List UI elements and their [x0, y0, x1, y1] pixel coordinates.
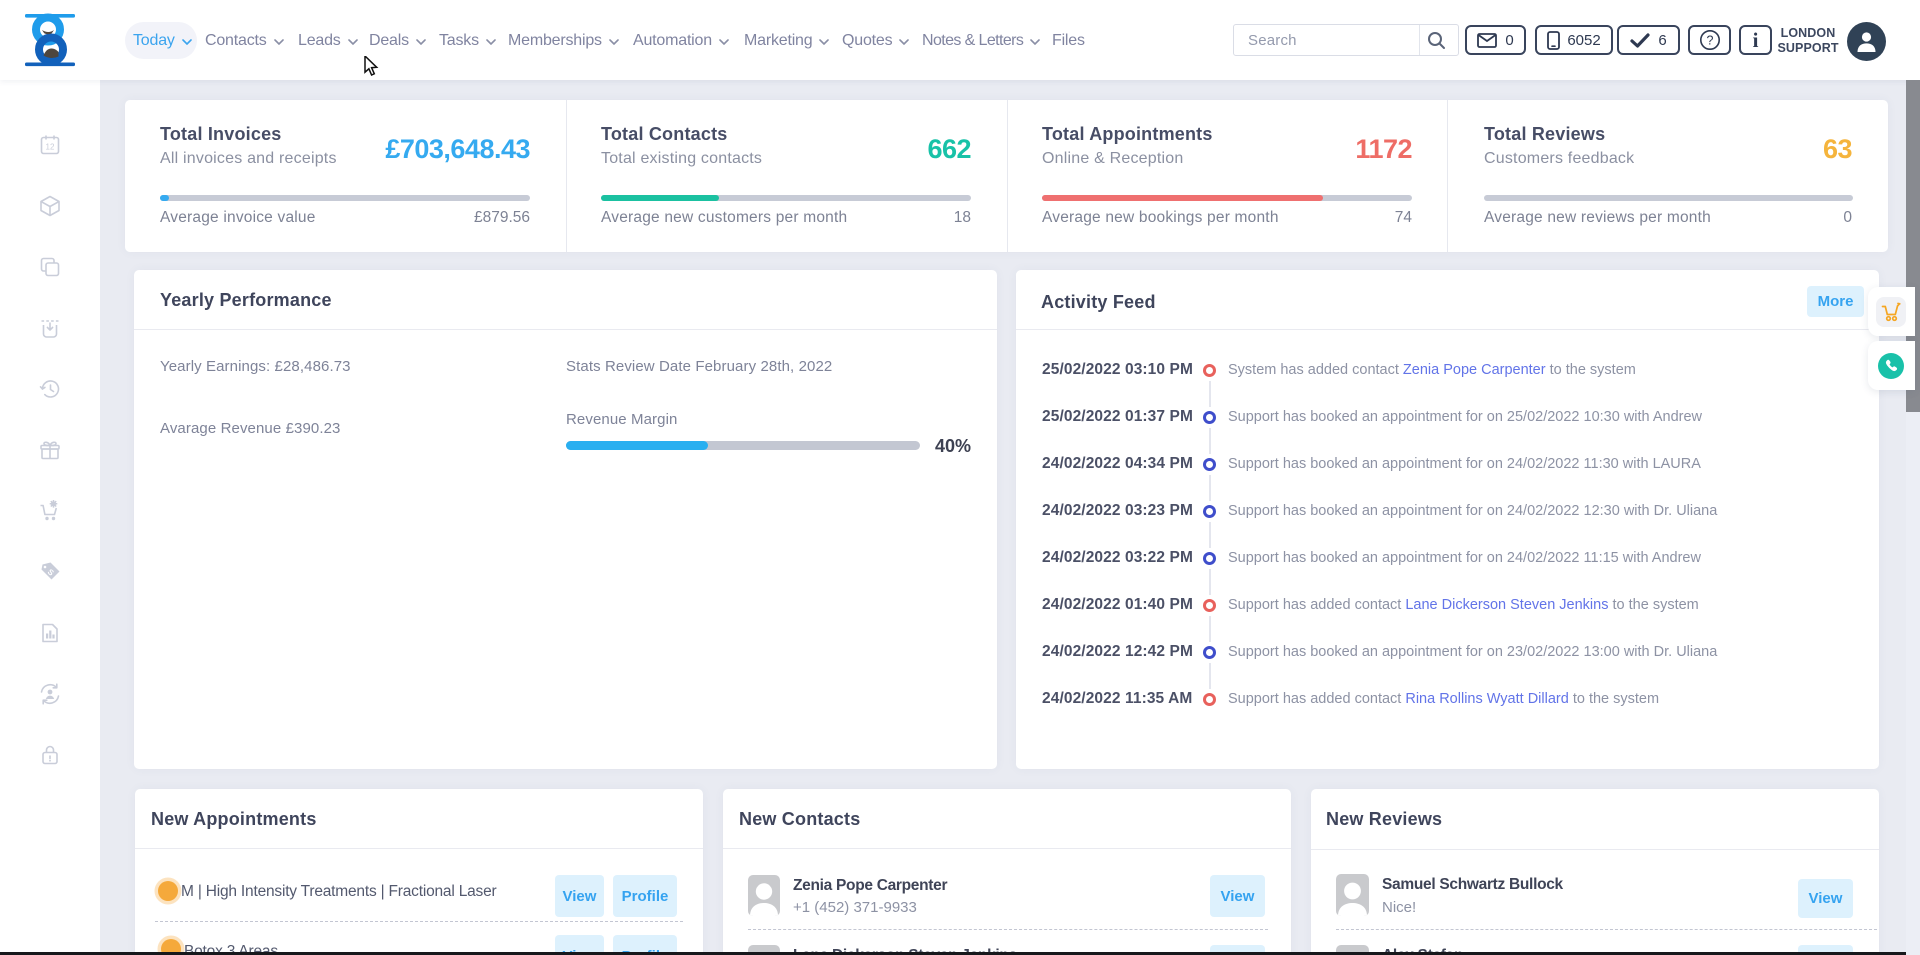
svg-text:S: S	[46, 567, 56, 578]
svg-text:12: 12	[46, 143, 55, 152]
svg-text:?: ?	[1706, 34, 1713, 48]
